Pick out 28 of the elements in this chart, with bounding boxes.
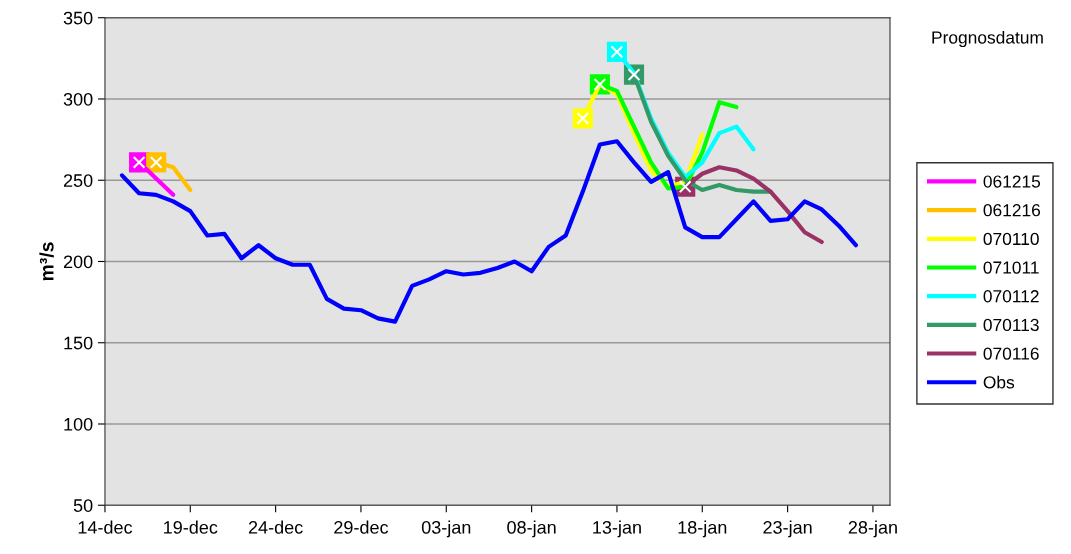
legend-label: 071011	[983, 261, 1039, 274]
x-tick-label: 13-jan	[593, 520, 641, 538]
x-tick-label: 03-jan	[421, 520, 471, 538]
x-tick-label: 14-dec	[78, 520, 133, 534]
legend-label: 070112	[983, 290, 1039, 303]
x-tick-label: 19-dec	[164, 520, 218, 534]
legend-title: Prognosdatum	[932, 30, 1043, 48]
line-series	[119, 139, 858, 324]
x-tick-label: 28-jan	[848, 520, 897, 538]
legend-label: 070110	[983, 232, 1039, 246]
y-tick-label: 100	[64, 417, 93, 431]
x-tick-label: 29-dec	[334, 520, 389, 534]
y-tick-label: 300	[63, 92, 93, 106]
y-tick-label: 200	[63, 255, 93, 269]
y-tick-label: 150	[64, 336, 93, 350]
legend-label: 070116	[983, 347, 1039, 360]
x-tick-label: 23-jan	[763, 520, 812, 538]
legend-label: 061216	[983, 204, 1041, 217]
y-tick-label: 50	[73, 499, 93, 512]
y-tick-label: 250	[63, 174, 93, 187]
legend-label: 070113	[983, 318, 1039, 332]
x-tick-label: 18-jan	[678, 520, 727, 538]
x-tick-label: 24-dec	[248, 520, 303, 534]
y-axis-title: m³/s	[39, 242, 54, 281]
y-tick-label: 350	[63, 11, 93, 25]
x-tick-label: 08-jan	[507, 520, 556, 538]
legend-label: Obs	[983, 375, 1015, 389]
legend-label: 061215	[983, 175, 1041, 188]
